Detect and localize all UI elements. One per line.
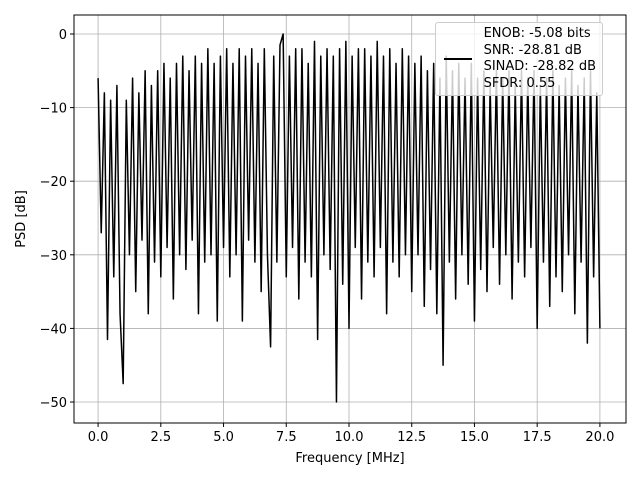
y-tick-label: −50	[40, 396, 67, 411]
x-tick-label: 7.5	[276, 430, 297, 445]
y-tick-label: −30	[40, 249, 67, 264]
psd-line	[97, 33, 601, 403]
y-axis-label: PSD [dB]	[14, 190, 29, 248]
y-tick-label: −40	[40, 322, 67, 337]
x-tick-label: 2.5	[150, 430, 171, 445]
legend-swatch	[443, 58, 472, 60]
x-tick-label: 0.0	[88, 430, 109, 445]
x-tick-label: 5.0	[213, 430, 234, 445]
x-tick-label: 15.0	[460, 430, 489, 445]
x-tick-label: 20.0	[585, 430, 614, 445]
y-tick-label: 0	[59, 28, 67, 43]
x-tick-label: 17.5	[523, 430, 552, 445]
legend-label: ENOB: -5.08 bits SNR: -28.81 dB SINAD: -…	[483, 26, 596, 91]
x-tick-label: 10.0	[335, 430, 364, 445]
y-tick-label: −20	[40, 175, 67, 190]
y-tick-label: −10	[40, 102, 67, 117]
x-axis-label: Frequency [MHz]	[295, 451, 404, 466]
plot-frame	[73, 14, 627, 424]
x-tick-label: 12.5	[397, 430, 426, 445]
legend: ENOB: -5.08 bits SNR: -28.81 dB SINAD: -…	[434, 22, 603, 96]
